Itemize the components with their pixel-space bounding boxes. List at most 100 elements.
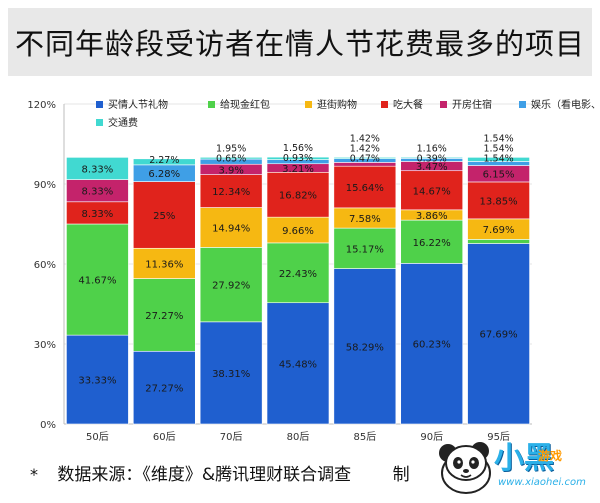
bar-segment — [66, 223, 129, 336]
data-label: 38.31% — [212, 369, 250, 380]
logo-url: www.xiaohei.com — [498, 477, 586, 488]
legend-label: 买情人节礼物 — [108, 98, 168, 111]
bar-segment — [333, 165, 397, 209]
data-label: 1.42% — [350, 143, 380, 154]
data-label: 6.15% — [483, 170, 515, 181]
legend-label: 给现金红包 — [220, 98, 270, 111]
bar-segment — [199, 174, 263, 208]
maker-text: 制 — [392, 465, 410, 485]
data-label: 13.85% — [480, 196, 518, 207]
data-label: 3.47% — [416, 162, 448, 173]
footnote-star: * — [30, 465, 38, 484]
y-tick-label: 30% — [34, 340, 56, 351]
data-label: 15.17% — [346, 244, 384, 255]
bar-segment — [400, 170, 464, 211]
bar-segment — [467, 239, 530, 244]
data-label: 1.42% — [350, 133, 380, 144]
bar-segment — [199, 321, 263, 425]
bar-segment — [333, 268, 397, 425]
data-label: 8.33% — [82, 164, 114, 175]
data-label: 1.54% — [483, 143, 513, 154]
bar-segment — [266, 216, 330, 244]
data-label: 0.65% — [216, 153, 246, 164]
data-label: 1.95% — [216, 143, 246, 154]
data-label: 2.27% — [149, 155, 179, 166]
legend-swatch — [381, 101, 388, 108]
bar-segment — [132, 158, 196, 166]
bar-segment — [467, 181, 530, 220]
data-label: 12.34% — [212, 187, 250, 198]
bar-segment — [400, 263, 464, 425]
data-label: 1.54% — [483, 133, 513, 144]
x-tick-label: 80后 — [287, 431, 310, 443]
data-label: 6.28% — [148, 169, 180, 180]
bar-segment — [199, 207, 263, 248]
y-tick-label: 90% — [34, 180, 56, 191]
data-label: 0.39% — [417, 153, 447, 164]
data-label: 14.94% — [212, 223, 250, 234]
y-tick-label: 60% — [34, 260, 56, 271]
data-label: 27.27% — [145, 384, 183, 395]
bar-segment — [333, 157, 397, 159]
data-label: 1.54% — [483, 153, 513, 164]
footer: * 数据来源：《维度》&腾讯理财联合调查 制 — [30, 460, 410, 485]
data-label: 45.48% — [279, 359, 317, 370]
bar-segment — [132, 247, 196, 279]
data-label: 25% — [153, 211, 175, 222]
bar-segment — [66, 334, 129, 425]
data-label: 16.82% — [279, 191, 317, 202]
legend-swatch — [440, 101, 447, 108]
data-label: 60.23% — [413, 340, 451, 351]
data-label: 3.9% — [218, 165, 243, 176]
bar-segment — [266, 302, 330, 425]
bar-segment — [266, 171, 330, 218]
bar-segment — [132, 278, 196, 352]
logo-sub: 游戏 — [538, 449, 563, 463]
x-tick-label: 70后 — [220, 431, 243, 443]
x-tick-label: 85后 — [353, 431, 376, 443]
bar-segment — [132, 181, 196, 249]
legend-swatch — [96, 101, 103, 108]
title-bar: 不同年龄段受访者在情人节花费最多的项目 — [8, 8, 592, 76]
legend-label: 逛街购物 — [317, 98, 357, 111]
data-label: 7.69% — [483, 225, 515, 236]
legend-label: 交通费 — [108, 116, 138, 129]
panda-mascot-icon — [439, 442, 491, 494]
data-label: 11.36% — [145, 259, 183, 270]
data-label: 3.86% — [416, 211, 448, 222]
legend-label: 娱乐（看电影、唱K、旅游等） — [531, 98, 600, 111]
data-label: 14.67% — [413, 186, 451, 197]
bar-segment — [266, 242, 330, 304]
data-label: 8.33% — [82, 209, 114, 220]
data-label: 0.93% — [283, 153, 313, 164]
data-label: 16.22% — [413, 238, 451, 249]
data-label: 58.29% — [346, 342, 384, 353]
chart-title: 不同年龄段受访者在情人节花费最多的项目 — [14, 27, 585, 61]
data-label: 1.16% — [417, 143, 447, 154]
data-label: 3.21% — [282, 164, 314, 175]
legend-swatch — [208, 101, 215, 108]
data-label: 7.58% — [349, 214, 381, 225]
data-label: 27.92% — [212, 281, 250, 292]
source-text: 数据来源：《维度》&腾讯理财联合调查 — [57, 465, 352, 485]
bar-segment — [400, 157, 464, 159]
site-logo: 小黑 游戏 www.xiaohei.com — [434, 429, 590, 495]
bar-segment — [467, 157, 530, 162]
data-label: 15.64% — [346, 183, 384, 194]
data-label: 67.69% — [480, 330, 518, 341]
legend-label: 开房住宿 — [452, 98, 492, 111]
bar-segment — [66, 157, 129, 180]
legend-swatch — [519, 101, 526, 108]
data-label: 8.33% — [82, 187, 114, 198]
data-label: 41.67% — [78, 276, 116, 287]
bar-segment — [199, 247, 263, 323]
data-label: 1.56% — [283, 143, 313, 154]
bar-segment — [132, 350, 196, 425]
data-label: 33.33% — [78, 376, 116, 387]
x-tick-label: 60后 — [153, 431, 176, 443]
y-tick-label: 0% — [40, 420, 56, 431]
x-tick-label: 50后 — [86, 431, 109, 443]
y-tick-label: 120% — [27, 100, 56, 111]
data-label: 22.43% — [279, 269, 317, 280]
data-label: 9.66% — [282, 226, 314, 237]
